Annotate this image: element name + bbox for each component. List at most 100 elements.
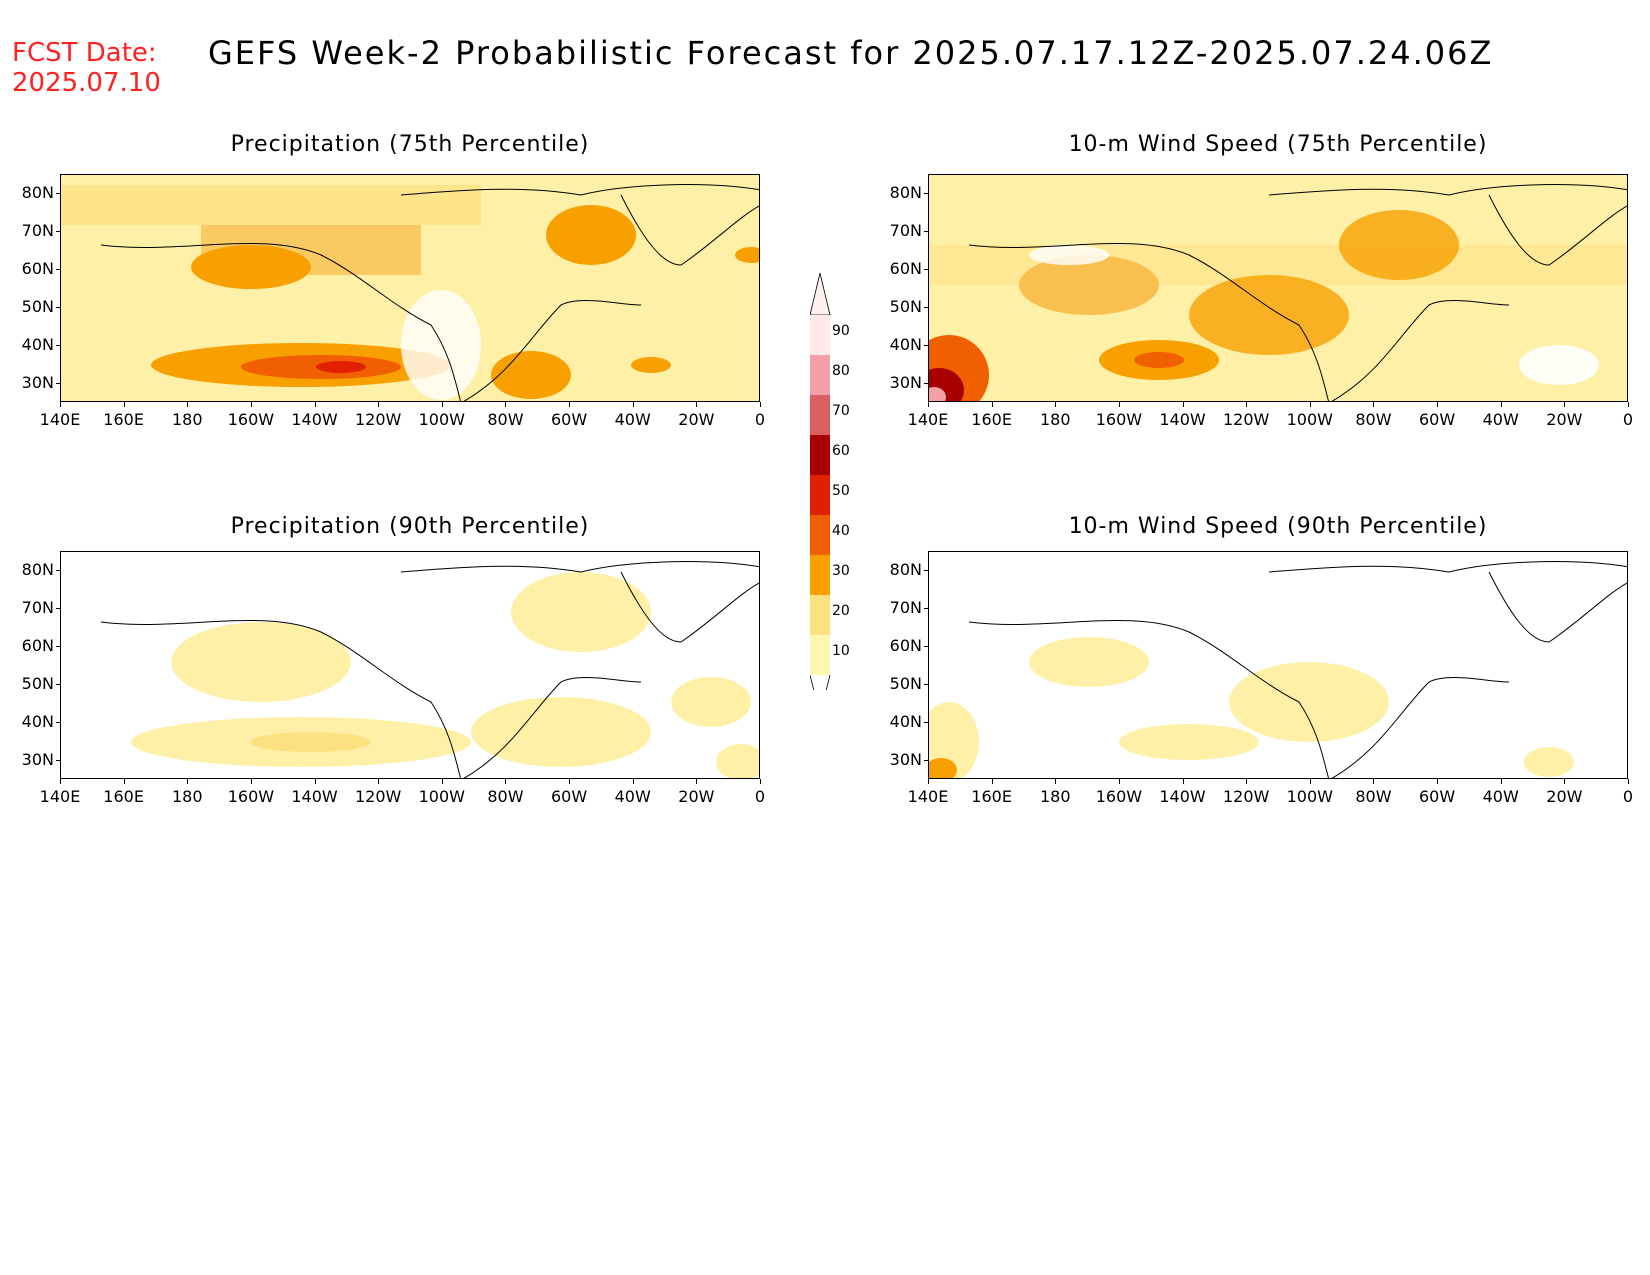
lat-label-precip-75: 70N	[21, 221, 54, 240]
lat-label-wind-90: 30N	[889, 750, 922, 769]
lon-tick-precip-90	[314, 779, 316, 784]
lon-tick-precip-75	[314, 402, 316, 407]
panel-title-precip-75: Precipitation (75th Percentile)	[230, 132, 590, 157]
lon-label-precip-75: 140E	[39, 410, 81, 429]
lon-tick-wind-75	[1246, 402, 1248, 407]
lat-label-wind-90: 40N	[889, 712, 922, 731]
lon-label-precip-75: 0	[754, 410, 766, 429]
precip-90-field	[61, 552, 759, 778]
lon-label-precip-90: 140E	[39, 787, 81, 806]
forecast-date-block: FCST Date: 2025.07.10	[12, 38, 161, 98]
lon-tick-precip-75	[569, 402, 571, 407]
lon-tick-precip-75	[632, 402, 634, 407]
colorbar-swatch	[810, 355, 830, 395]
lon-tick-wind-90	[1373, 779, 1375, 784]
lon-tick-wind-90	[1309, 779, 1311, 784]
colorbar-level-label: 10	[832, 643, 850, 659]
lat-tick-precip-75	[56, 345, 60, 346]
lon-label-wind-75: 120W	[1222, 410, 1270, 429]
lon-tick-wind-90	[1437, 779, 1439, 784]
colorbar-swatch	[810, 515, 830, 555]
colorbar-swatch	[810, 595, 830, 635]
lon-label-wind-90: 80W	[1355, 787, 1392, 806]
colorbar-level-label: 50	[832, 483, 850, 499]
lon-tick-precip-90	[760, 779, 761, 784]
lat-label-wind-90: 60N	[889, 636, 922, 655]
lon-label-precip-75: 180	[171, 410, 203, 429]
lat-label-wind-75: 40N	[889, 335, 922, 354]
forecast-date-label: FCST Date:	[12, 38, 157, 68]
colorbar-level-label: 30	[832, 563, 850, 579]
lon-tick-wind-75	[1437, 402, 1439, 407]
lon-tick-precip-75	[60, 402, 61, 407]
lon-label-precip-75: 20W	[678, 410, 715, 429]
page-title: GEFS Week-2 Probabilistic Forecast for 2…	[208, 34, 1494, 72]
lon-label-precip-75: 100W	[418, 410, 465, 429]
lon-tick-wind-90	[1182, 779, 1184, 784]
lat-tick-wind-90	[924, 684, 928, 685]
lat-tick-precip-90	[56, 684, 60, 685]
colorbar-level-label: 70	[832, 403, 850, 419]
lat-tick-precip-75	[56, 269, 60, 270]
precip-75-field	[61, 175, 759, 401]
lat-tick-wind-90	[924, 646, 928, 647]
lat-tick-wind-75	[924, 269, 928, 270]
lon-tick-wind-75	[1182, 402, 1184, 407]
lon-label-wind-90: 180	[1039, 787, 1071, 806]
lon-label-precip-90: 40W	[614, 787, 651, 806]
lat-tick-wind-90	[924, 608, 928, 609]
lon-label-wind-90: 20W	[1546, 787, 1583, 806]
lat-label-precip-90: 60N	[21, 636, 54, 655]
lon-tick-precip-90	[569, 779, 571, 784]
lat-label-precip-90: 80N	[21, 560, 54, 579]
colorbar-swatch	[810, 435, 830, 475]
colorbar-swatch	[810, 395, 830, 435]
lat-label-precip-90: 40N	[21, 712, 54, 731]
lon-tick-precip-75	[505, 402, 507, 407]
lon-tick-precip-90	[632, 779, 634, 784]
colorbar-level-label: 20	[832, 603, 850, 619]
lon-label-precip-90: 20W	[678, 787, 715, 806]
colorbar-level-label: 90	[832, 323, 850, 339]
lon-label-wind-90: 140W	[1159, 787, 1206, 806]
lon-label-wind-90: 40W	[1482, 787, 1519, 806]
lon-label-precip-90: 0	[754, 787, 766, 806]
lon-tick-precip-90	[187, 779, 189, 784]
lon-label-precip-75: 80W	[487, 410, 524, 429]
map-wind-90	[928, 551, 1628, 779]
lon-label-precip-90: 80W	[487, 787, 524, 806]
lon-label-precip-75: 140W	[291, 410, 338, 429]
lat-tick-precip-75	[56, 231, 60, 232]
lon-label-wind-75: 100W	[1286, 410, 1333, 429]
colorbar-level-label: 60	[832, 443, 850, 459]
lon-label-precip-75: 120W	[354, 410, 402, 429]
lon-label-wind-90: 0	[1622, 787, 1634, 806]
colorbar-bottom-arrow	[810, 674, 831, 690]
lon-tick-wind-75	[1373, 402, 1375, 407]
lat-label-wind-75: 70N	[889, 221, 922, 240]
lon-label-wind-90: 100W	[1286, 787, 1333, 806]
lat-tick-wind-75	[924, 231, 928, 232]
lon-label-precip-90: 160W	[227, 787, 275, 806]
lon-label-wind-75: 40W	[1482, 410, 1519, 429]
lon-label-wind-90: 120W	[1222, 787, 1270, 806]
lat-label-precip-90: 50N	[21, 674, 54, 693]
colorbar-top-arrow	[810, 272, 831, 316]
lat-label-wind-75: 60N	[889, 259, 922, 278]
lon-tick-wind-75	[991, 402, 993, 407]
lat-label-precip-75: 30N	[21, 373, 54, 392]
lat-label-wind-90: 80N	[889, 560, 922, 579]
colorbar-swatch	[810, 635, 830, 675]
lat-label-precip-75: 80N	[21, 183, 54, 202]
lon-tick-wind-75	[1055, 402, 1057, 407]
lon-tick-precip-75	[760, 402, 761, 407]
lon-tick-precip-90	[378, 779, 380, 784]
panel-title-precip-90: Precipitation (90th Percentile)	[230, 514, 590, 539]
colorbar-swatch	[810, 315, 830, 355]
lon-label-precip-75: 160W	[227, 410, 275, 429]
lon-tick-precip-75	[378, 402, 380, 407]
lon-label-precip-90: 120W	[354, 787, 402, 806]
lon-tick-precip-90	[250, 779, 252, 784]
lat-tick-wind-90	[924, 760, 928, 761]
lat-label-precip-75: 50N	[21, 297, 54, 316]
